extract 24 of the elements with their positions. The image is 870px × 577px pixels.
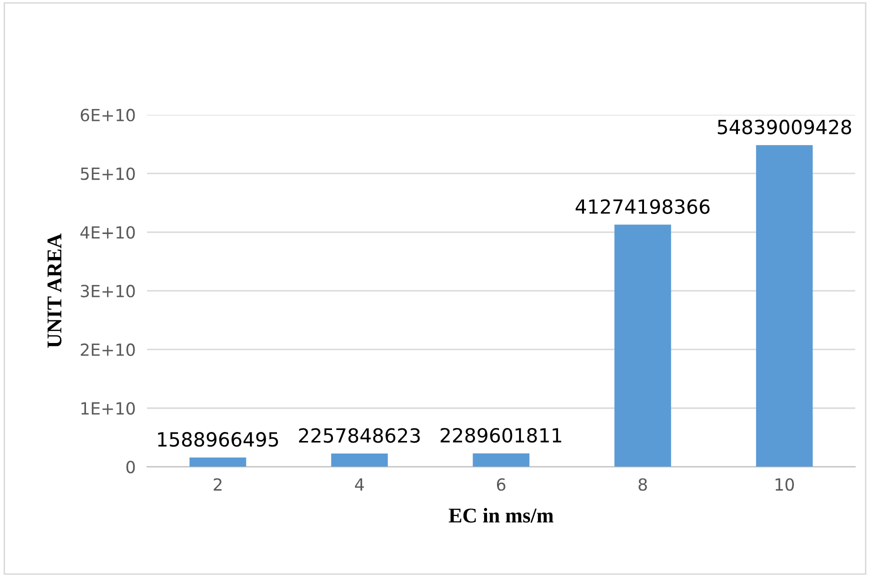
x-tick-label: 10 — [776, 478, 794, 491]
bar — [472, 453, 530, 467]
x-tick-label: 8 — [638, 478, 647, 491]
y-tick-label: 1E+10 — [81, 402, 135, 415]
bar — [614, 224, 672, 467]
bar — [756, 145, 813, 467]
bar — [190, 457, 246, 467]
data-label: 2289601811 — [440, 428, 562, 443]
y-tick-label: 2E+10 — [80, 343, 135, 356]
y-tick-label: 0 — [126, 460, 135, 474]
data-label: 2257848623 — [299, 428, 420, 443]
y-tick-label: 6E+10 — [80, 108, 135, 122]
data-label: 41274198366 — [576, 199, 710, 214]
bar — [331, 454, 388, 467]
y-axis-title: UNIT AREA — [48, 234, 62, 348]
x-tick-label: 2 — [214, 478, 222, 491]
y-tick-label: 4E+10 — [80, 226, 135, 239]
y-tick-label: 5E+10 — [80, 167, 135, 180]
x-tick-label: 6 — [496, 478, 506, 491]
data-label: 54839009428 — [718, 120, 852, 134]
data-label: 1588966495 — [158, 432, 278, 447]
y-tick-label: 3E+10 — [80, 284, 135, 298]
x-tick-label: 4 — [354, 478, 364, 491]
x-axis-title: EC in ms/m — [448, 508, 554, 523]
